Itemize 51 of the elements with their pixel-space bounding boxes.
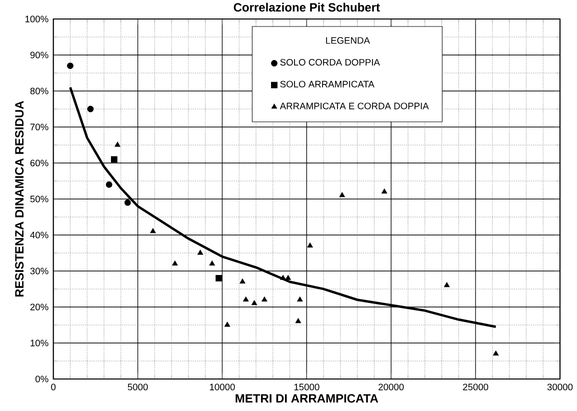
y-tick-label: 40% bbox=[30, 232, 48, 238]
point bbox=[493, 350, 499, 356]
x-tick-label: 30000 bbox=[547, 384, 573, 390]
y-tick-label: 30% bbox=[30, 268, 48, 274]
legend-label: SOLO ARRAMPICATA bbox=[280, 80, 374, 88]
x-tick-label: 20000 bbox=[378, 384, 404, 390]
line-series bbox=[69, 86, 498, 328]
point bbox=[197, 250, 204, 255]
point bbox=[87, 106, 94, 112]
point bbox=[307, 242, 313, 248]
legend-label: SOLO CORDA DOPPIA bbox=[280, 59, 380, 66]
y-tick-label: 10% bbox=[30, 340, 48, 346]
y-tick-label: 100% bbox=[25, 16, 48, 22]
y-tick-label: 90% bbox=[30, 52, 48, 58]
y-tick-label: 70% bbox=[30, 124, 48, 130]
point bbox=[382, 188, 388, 194]
point bbox=[110, 156, 118, 163]
point bbox=[252, 300, 258, 306]
y-tick-label: 50% bbox=[30, 196, 48, 202]
x-tick-label: 5000 bbox=[128, 384, 148, 390]
point bbox=[240, 278, 246, 284]
point bbox=[297, 296, 303, 302]
point bbox=[243, 296, 249, 302]
chart-title: Correlazione Pit Schubert bbox=[234, 2, 380, 12]
point bbox=[295, 318, 302, 324]
legend-title: LEGENDA bbox=[326, 37, 370, 44]
point bbox=[172, 260, 178, 266]
y-tick-label: 20% bbox=[30, 304, 48, 310]
point bbox=[262, 296, 268, 302]
point bbox=[209, 260, 215, 266]
point bbox=[280, 274, 286, 280]
point bbox=[67, 62, 74, 69]
point bbox=[444, 282, 450, 288]
point bbox=[150, 228, 156, 234]
y-tick-label: 0% bbox=[35, 376, 48, 382]
y-tick-label: 60% bbox=[30, 160, 48, 166]
x-tick-label: 15000 bbox=[294, 384, 320, 390]
point bbox=[124, 199, 131, 206]
y-axis-title: RESISTENZA DINAMICA RESIDUA bbox=[15, 101, 24, 297]
x-axis-title: METRI DI ARRAMPICATA bbox=[236, 394, 378, 403]
point bbox=[216, 274, 222, 282]
y-tick-label: 80% bbox=[30, 88, 48, 94]
point bbox=[285, 274, 291, 280]
x-tick-label: 0 bbox=[51, 384, 56, 390]
point bbox=[106, 181, 112, 188]
x-tick-label: 10000 bbox=[210, 384, 235, 390]
legend-label: ARRAMPICATA E CORDA DOPPIA bbox=[280, 102, 429, 110]
point bbox=[114, 142, 120, 147]
x-tick-label: 25000 bbox=[463, 384, 488, 390]
point bbox=[224, 322, 230, 327]
point bbox=[339, 192, 345, 198]
